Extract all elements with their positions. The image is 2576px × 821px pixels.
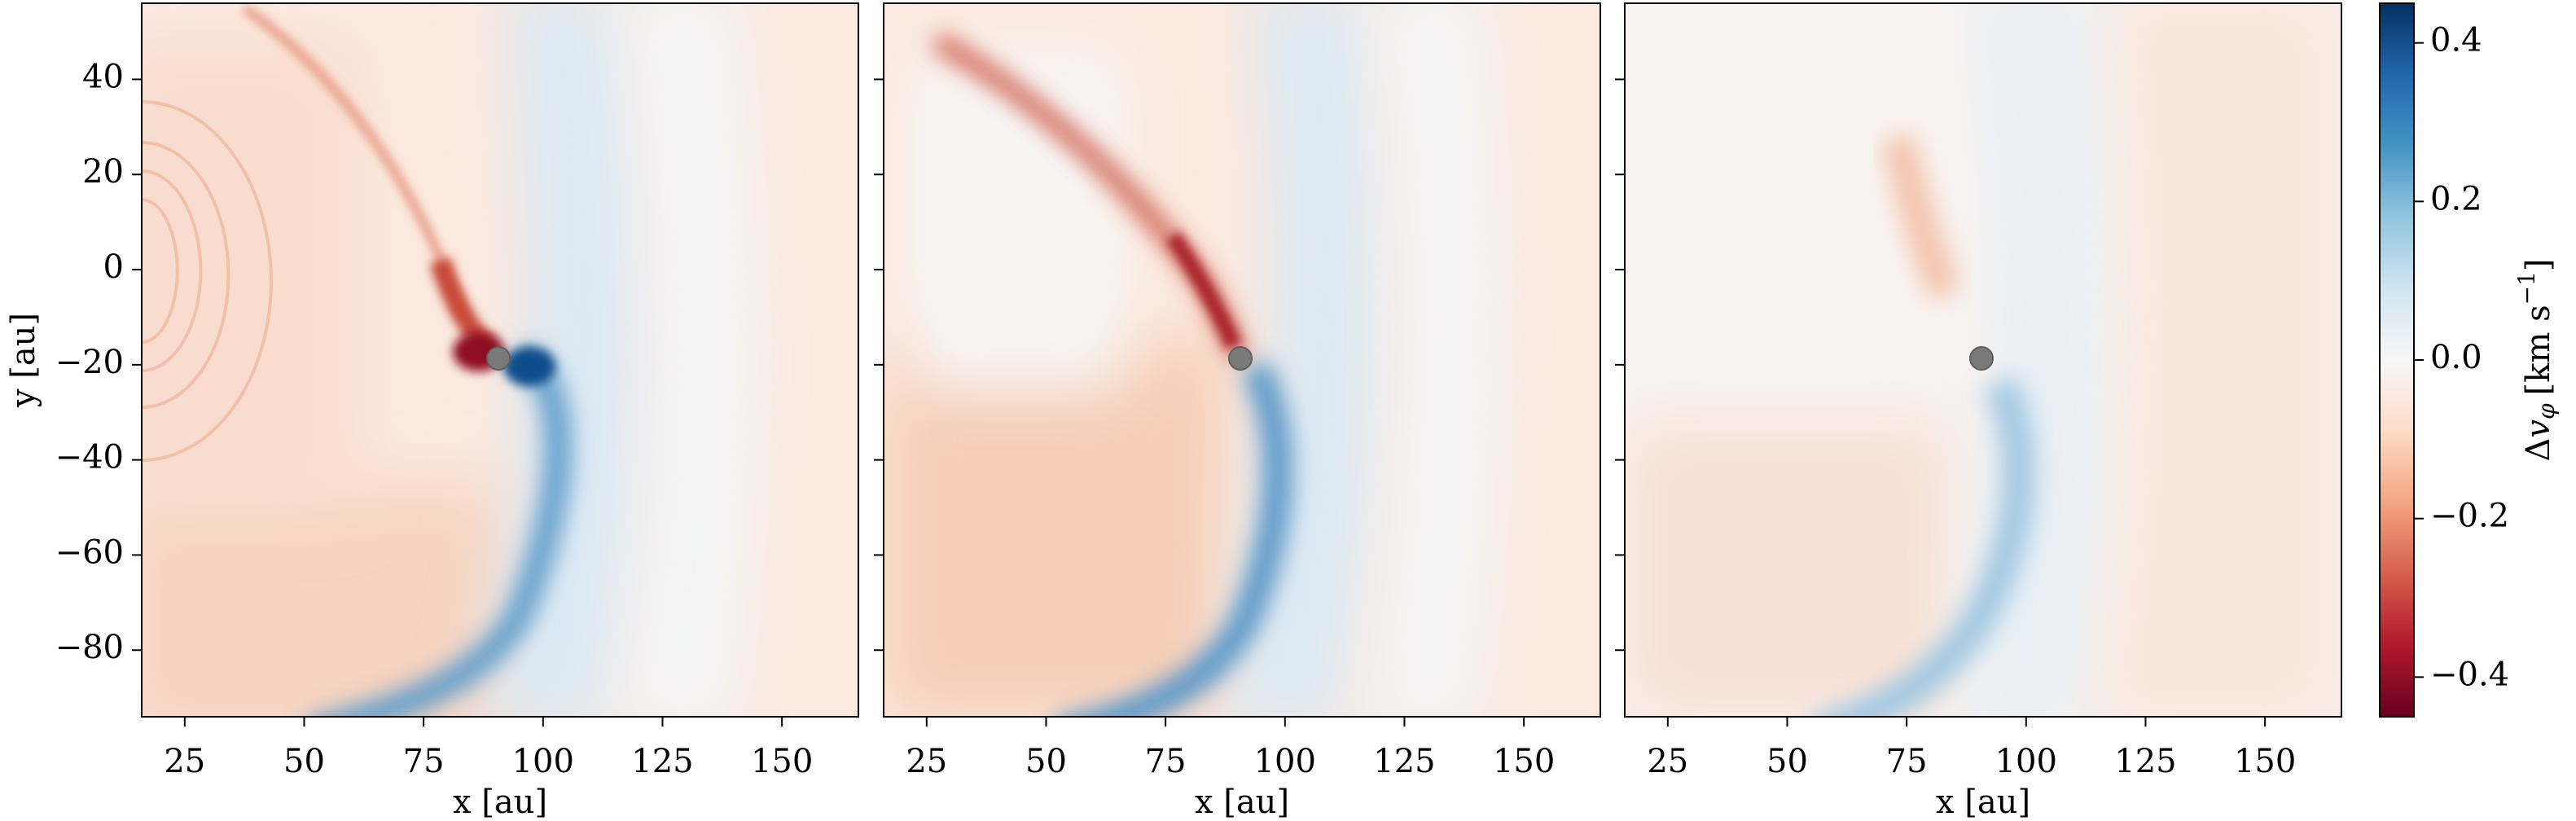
colorbar-ticks: 0.4 0.2 0.0 −0.2 −0.4 <box>2414 22 2509 693</box>
panel-2-planet-marker <box>1228 346 1253 371</box>
panel-3-planet-marker <box>1969 346 1994 371</box>
x-axis: 25 50 75 100 125 150 25 50 75 100 125 150 25 50 75 100 1… <box>164 717 2296 780</box>
panel-3-blue-spiral-arm <box>1814 375 2035 717</box>
y-tick-label: 20 <box>82 153 124 191</box>
x-tick-label-panel-1: 50 <box>283 743 325 780</box>
x-tick-label-panel-2: 125 <box>1373 743 1435 780</box>
x-tick-label-panel-1: 150 <box>751 743 813 780</box>
colorbar-tick-label: 0.2 <box>2430 180 2482 217</box>
x-tick-label-panel-1: 125 <box>631 743 693 780</box>
panel-2-red-arm-inner <box>1165 231 1242 349</box>
panel-1-neutral-band <box>621 3 757 717</box>
x-tick-label-panel-2: 25 <box>906 743 947 780</box>
panel-2-inner-neutral-region <box>912 49 1124 391</box>
panel-2 <box>883 2 1601 718</box>
x-tick-label-panel-2: 75 <box>1145 743 1187 780</box>
colorbar-label: Δvφ[km s−1] <box>2513 258 2560 461</box>
x-tick-label-panel-1: 75 <box>403 743 445 780</box>
y-tick-label: −80 <box>55 629 124 666</box>
panel-3 <box>1624 2 2342 718</box>
x-tick-label-panel-3: 125 <box>2114 743 2176 780</box>
x-tick-label-panel-3: 150 <box>2234 743 2296 780</box>
y-axis: 40 20 0 −20 −40 −60 −80 <box>55 58 1625 666</box>
x-tick-label-panel-2: 150 <box>1493 743 1555 780</box>
x-tick-label-panel-2: 50 <box>1025 743 1067 780</box>
panel-1-blue-lobe <box>503 347 555 386</box>
panel-1 <box>141 2 859 718</box>
panel-1-inner-rings <box>142 100 273 462</box>
panel-1-planet-marker <box>486 346 511 371</box>
panel-3-blue-band <box>1957 3 2095 717</box>
panel-1-blue-band <box>476 3 649 717</box>
y-tick-label: −60 <box>55 533 124 571</box>
colorbar: 0.4 0.2 0.0 −0.2 −0.4 Δvφ[km s−1] <box>2379 2 2560 718</box>
y-tick-label: 0 <box>103 248 124 286</box>
x-tick-label-panel-2: 100 <box>1254 743 1316 780</box>
x-tick-label-panel-3: 50 <box>1766 743 1808 780</box>
colorbar-tick-label: −0.4 <box>2430 656 2509 693</box>
panel-3-right-red-region <box>2087 3 2341 717</box>
panel-3-red-arm <box>1881 134 1961 301</box>
x-tick-label-panel-3: 25 <box>1647 743 1688 780</box>
colorbar-gradient <box>2380 3 2414 717</box>
y-tick-label: −20 <box>55 344 124 381</box>
y-axis-label: y [au] <box>5 313 42 408</box>
colorbar-tick-label: 0.0 <box>2430 339 2482 376</box>
panel-2-frame <box>883 2 1601 718</box>
y-tick-label: 40 <box>82 58 124 95</box>
panel-1-frame <box>141 2 859 718</box>
panel-2-field <box>884 3 1500 717</box>
x-tick-label-panel-3: 75 <box>1886 743 1928 780</box>
x-axis-label-panel-1: x [au] <box>453 784 547 821</box>
panel-3-field <box>1625 3 2341 717</box>
panel-2-neutral-band <box>1370 3 1500 717</box>
panel-1-field <box>142 3 757 717</box>
colorbar-tick-label: 0.4 <box>2430 22 2482 59</box>
x-tick-label-panel-3: 100 <box>1995 743 2057 780</box>
panel-2-outer-red-region <box>884 342 1226 717</box>
x-axis-label-panel-2: x [au] <box>1195 784 1289 821</box>
panel-1-outer-red-region <box>142 489 521 717</box>
panel-3-outer-red-region <box>1625 424 1951 717</box>
x-tick-label-panel-1: 25 <box>164 743 205 780</box>
panel-1-blue-spiral-arm <box>319 343 571 717</box>
x-axis-label-panel-3: x [au] <box>1936 784 2030 821</box>
x-tick-label-panel-1: 100 <box>512 743 574 780</box>
panel-2-blue-spiral-arm <box>1064 359 1292 717</box>
y-tick-label: −40 <box>55 439 124 476</box>
colorbar-tick-label: −0.2 <box>2430 498 2509 535</box>
panel-3-frame <box>1624 2 2342 718</box>
